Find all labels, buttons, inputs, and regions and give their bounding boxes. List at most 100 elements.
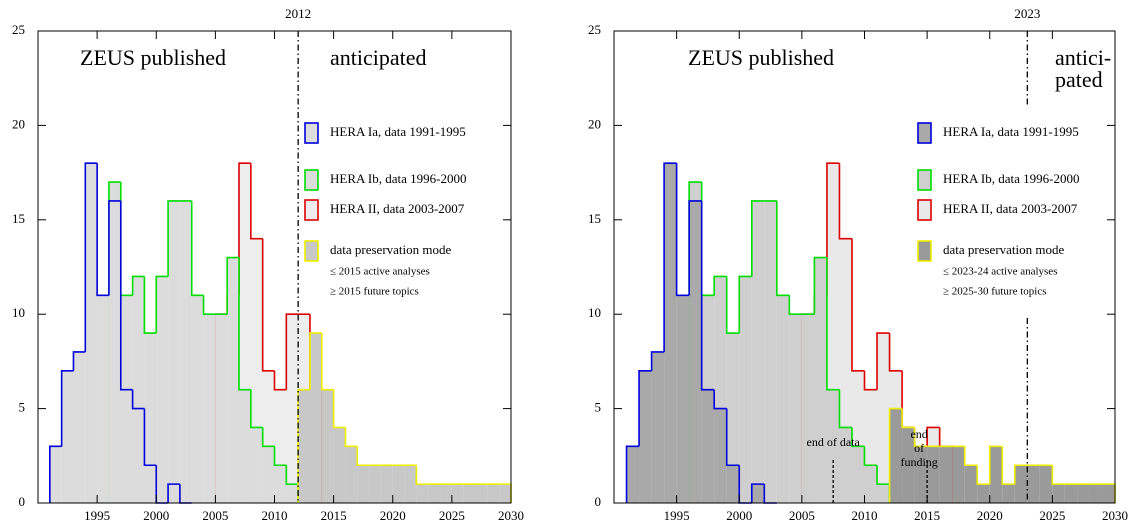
bar xyxy=(877,484,890,503)
legend-note: ≥ 2025-30 future topics xyxy=(943,286,1047,298)
bar xyxy=(789,314,802,503)
bar xyxy=(97,295,109,503)
x-tick-label: 2020 xyxy=(977,508,1003,523)
bar xyxy=(144,465,157,503)
y-tick-label: 25 xyxy=(588,22,601,37)
legend-swatch xyxy=(304,199,319,221)
bar-outline xyxy=(1001,446,1015,485)
bar xyxy=(952,446,965,503)
bar-outline xyxy=(356,446,370,467)
annotation: anticipated xyxy=(330,45,427,70)
bar-outline xyxy=(888,333,903,372)
x-tick-label: 2025 xyxy=(1039,508,1065,523)
bar xyxy=(369,465,381,503)
legend-swatch xyxy=(304,240,319,262)
bar-outline xyxy=(713,275,727,296)
legend-swatch xyxy=(304,169,319,191)
bar-outline xyxy=(788,295,802,315)
bar xyxy=(179,200,192,504)
bar xyxy=(168,484,180,503)
bar-outline xyxy=(901,370,915,429)
bar-outline xyxy=(750,200,765,277)
y-tick-label: 20 xyxy=(12,116,25,131)
bar xyxy=(239,163,251,503)
bar-outline xyxy=(888,407,903,503)
x-tick-label: 2030 xyxy=(498,508,524,523)
bar xyxy=(250,427,263,503)
bar xyxy=(826,389,840,503)
bar xyxy=(227,257,240,503)
bar xyxy=(191,295,204,503)
y-tick-label: 0 xyxy=(19,494,26,509)
legend-swatch xyxy=(304,122,319,144)
bar-outline xyxy=(838,163,852,240)
bar xyxy=(714,408,727,503)
bar-outline xyxy=(155,275,169,334)
marker-label: of xyxy=(914,441,924,455)
bar xyxy=(262,446,275,503)
legend-swatch xyxy=(917,240,932,262)
divider-label: 2012 xyxy=(285,6,311,21)
bar xyxy=(274,465,287,503)
legend-swatch xyxy=(917,199,932,221)
bar xyxy=(416,484,429,503)
bar-outline xyxy=(131,275,145,296)
bar xyxy=(333,427,346,503)
y-tick-label: 20 xyxy=(588,116,601,131)
bar-outline xyxy=(273,370,287,391)
bar-outline xyxy=(838,389,852,429)
bar-outline xyxy=(167,483,180,503)
legend-note: ≥ 2015 future topics xyxy=(330,286,419,298)
bar xyxy=(927,446,940,503)
bar xyxy=(801,314,815,503)
bar-outline xyxy=(638,370,652,447)
bar-outline xyxy=(321,333,334,391)
bar-outline xyxy=(738,275,752,334)
bar xyxy=(120,389,133,503)
y-tick-label: 15 xyxy=(12,211,25,226)
x-tick-label: 2005 xyxy=(202,508,228,523)
y-tick-label: 5 xyxy=(595,400,602,415)
bar-outline xyxy=(813,256,827,315)
bar xyxy=(321,389,334,503)
bar-outline xyxy=(190,200,204,297)
bar xyxy=(751,484,765,503)
bar xyxy=(463,484,476,503)
bar xyxy=(250,238,263,503)
bar-outline xyxy=(976,465,990,485)
x-tick-label: 2030 xyxy=(1102,508,1128,523)
bar xyxy=(877,333,890,503)
bar xyxy=(440,484,452,503)
bar xyxy=(764,200,777,504)
bar-outline xyxy=(988,445,1003,485)
bar-outline xyxy=(108,200,121,296)
bar xyxy=(676,295,690,503)
bar xyxy=(451,484,464,503)
bar xyxy=(286,484,299,503)
bar xyxy=(726,465,740,503)
bar xyxy=(262,370,275,503)
bar xyxy=(428,484,441,503)
y-tick-label: 15 xyxy=(588,211,601,226)
bar-outline xyxy=(725,408,740,467)
bar xyxy=(914,446,928,503)
bar xyxy=(814,257,827,503)
x-tick-label: 2010 xyxy=(852,508,878,523)
bar xyxy=(487,484,500,503)
bar xyxy=(1002,484,1015,503)
bar-outline xyxy=(84,162,98,352)
bar-outline xyxy=(963,446,978,467)
bar xyxy=(626,446,640,503)
bar-outline xyxy=(119,200,133,391)
legend-label: data preservation mode xyxy=(943,242,1065,257)
bar-outline xyxy=(285,313,299,390)
bar xyxy=(85,163,98,503)
annotation: pated xyxy=(1055,67,1103,92)
bar-outline xyxy=(725,276,740,334)
marker-label: end of data xyxy=(807,435,861,449)
marker-label: end xyxy=(910,427,927,441)
bar-outline xyxy=(273,446,287,467)
x-tick-label: 2015 xyxy=(321,508,347,523)
legend-label: HERA II, data 2003-2007 xyxy=(330,201,465,216)
x-tick-label: 2015 xyxy=(914,508,940,523)
